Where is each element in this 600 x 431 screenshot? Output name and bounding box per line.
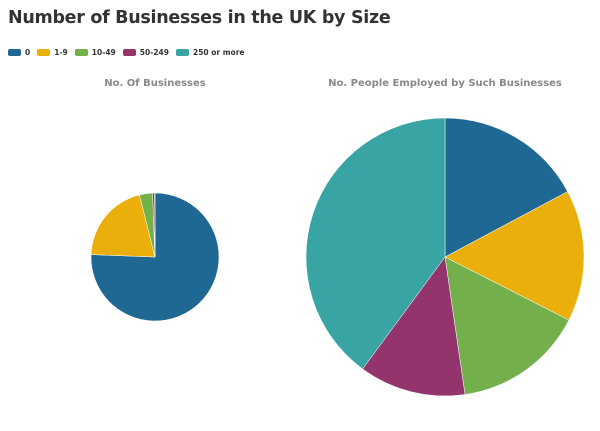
pie-title-employed: No. People Employed by Such Businesses xyxy=(328,78,562,89)
legend-label: 0 xyxy=(25,48,31,57)
legend-item-10-49[interactable]: 10-49 xyxy=(74,48,116,57)
legend-label: 1-9 xyxy=(54,48,68,57)
pie-slice-1-9[interactable] xyxy=(444,191,585,321)
pie-slice-10-49[interactable] xyxy=(444,256,570,395)
pie-slice-1-9[interactable] xyxy=(90,194,156,258)
pie-title-businesses: No. Of Businesses xyxy=(104,78,206,89)
legend-label: 250 or more xyxy=(193,48,245,57)
legend-label: 10-49 xyxy=(91,48,116,57)
legend: 0 1-9 10-49 50-249 250 or more xyxy=(8,48,244,57)
legend-label: 50-249 xyxy=(139,48,169,57)
legend-item-250-or-more[interactable]: 250 or more xyxy=(176,48,244,57)
legend-swatch xyxy=(8,49,21,56)
legend-swatch xyxy=(176,49,189,56)
legend-swatch xyxy=(122,49,136,56)
legend-item-1-9[interactable]: 1-9 xyxy=(37,48,68,57)
pie-slice-50-249[interactable] xyxy=(362,256,466,397)
legend-item-50-249[interactable]: 50-249 xyxy=(122,48,169,57)
legend-item-0[interactable]: 0 xyxy=(8,48,30,57)
pie-slice-0[interactable] xyxy=(444,117,568,258)
chart-title: Number of Businesses in the UK by Size xyxy=(8,8,391,28)
legend-swatch xyxy=(37,49,51,56)
pie-slice-250-or-more[interactable] xyxy=(305,117,446,370)
legend-swatch xyxy=(74,49,88,56)
